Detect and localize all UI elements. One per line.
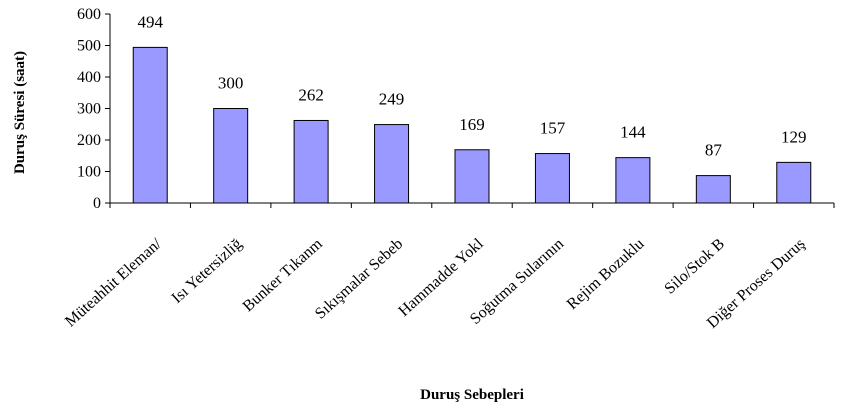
bar: [132, 46, 168, 204]
category-label: Hammadde Yokl: [395, 235, 487, 320]
bar: [213, 108, 249, 204]
y-tick-label: 200: [77, 132, 101, 149]
data-label: 494: [137, 12, 163, 31]
category-label: Silo/Stok B: [661, 235, 728, 297]
y-tick-label: 500: [77, 38, 101, 55]
y-axis-title: Duruş Süresi (saat): [12, 51, 28, 174]
bar: [293, 119, 329, 204]
category-label: Isı Yetersizliğ: [169, 235, 246, 307]
bar: [534, 153, 570, 204]
bar: [374, 124, 410, 204]
y-tick-label: 400: [77, 69, 101, 86]
data-label: 87: [705, 141, 723, 160]
y-tick-label: 0: [93, 195, 101, 212]
data-label: 157: [540, 119, 566, 138]
bar: [776, 161, 812, 204]
y-tick-label: 100: [77, 164, 101, 181]
x-axis-title: Duruş Sebepleri: [420, 387, 524, 403]
bars: [132, 46, 812, 204]
bar: [695, 175, 731, 204]
y-axis-ticks: 0 100 200 300 400 500 600: [77, 6, 110, 212]
category-label: Sıkışmalar Sebeb: [312, 235, 406, 322]
data-label: 249: [379, 90, 405, 109]
category-label: Rejim Bozuklu: [564, 235, 648, 313]
bar: [454, 149, 490, 204]
y-tick-label: 600: [77, 6, 101, 23]
bar: [615, 157, 651, 204]
data-label: 144: [620, 123, 646, 142]
data-label: 129: [781, 127, 807, 146]
y-tick-label: 300: [77, 101, 101, 118]
data-label: 169: [459, 115, 485, 134]
data-label: 262: [298, 85, 324, 104]
data-labels: 494 300 262 249 169 157 144 87 129: [137, 12, 806, 159]
data-label: 300: [218, 74, 244, 93]
category-label: Bunker Tıkanm: [240, 235, 327, 315]
category-label: Müteahhit Eleman/: [62, 235, 165, 330]
